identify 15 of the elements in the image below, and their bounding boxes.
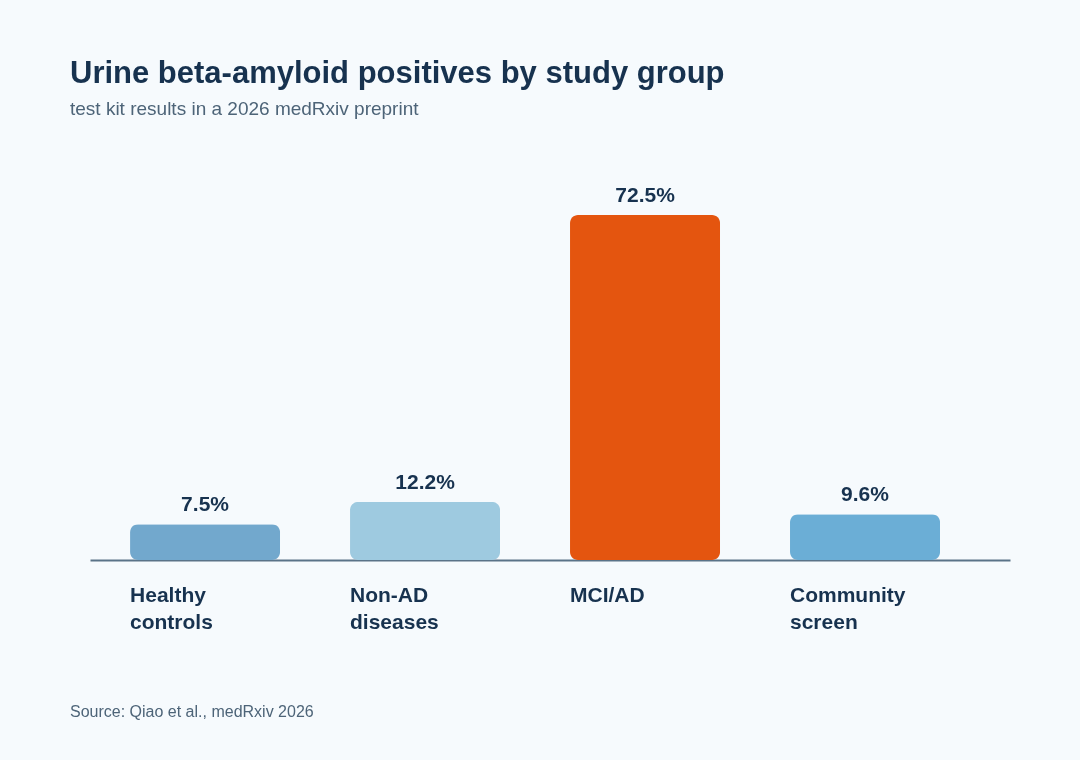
bar (130, 524, 281, 560)
bar (350, 501, 501, 560)
data-label: 72.5% (615, 183, 676, 206)
x-tick-label: Healthy controls (130, 582, 213, 633)
chart-subtitle: test kit results in a 2026 medRxiv preprint (70, 98, 420, 119)
bar (790, 514, 941, 560)
chart-title: Urine beta-amyloid positives by study group (70, 55, 725, 90)
x-tick-label: Community screen (790, 582, 906, 633)
x-tick-label: MCI/AD (570, 582, 645, 606)
x-tick-label: Non-AD diseases (350, 582, 439, 633)
data-label: 9.6% (841, 482, 890, 506)
bar (570, 215, 721, 560)
data-label: 12.2% (395, 469, 456, 493)
source-note: Source: Qiao et al., medRxiv 2026 (70, 703, 314, 720)
data-label: 7.5% (181, 492, 230, 516)
